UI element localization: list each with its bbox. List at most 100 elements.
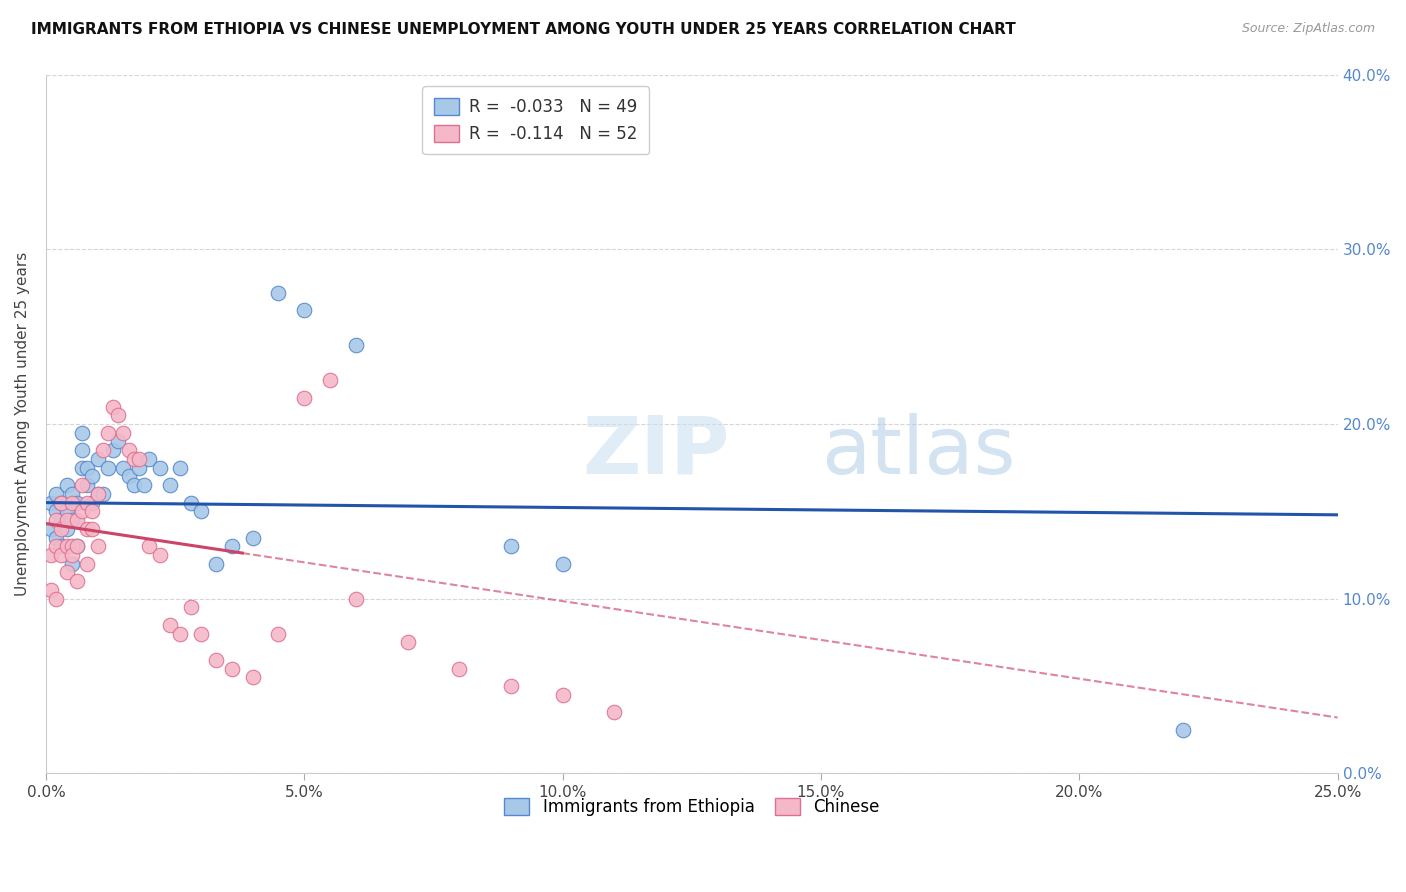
Point — [292, 391, 315, 405]
Point — [267, 626, 290, 640]
Point — [86, 487, 108, 501]
Point — [499, 539, 522, 553]
Point — [91, 487, 114, 501]
Point — [60, 548, 83, 562]
Point — [82, 504, 104, 518]
Point — [292, 303, 315, 318]
Point — [138, 539, 160, 553]
Point — [190, 504, 212, 518]
Point — [97, 425, 120, 440]
Point — [190, 626, 212, 640]
Point — [70, 425, 93, 440]
Point — [45, 531, 67, 545]
Point — [70, 443, 93, 458]
Point — [159, 478, 181, 492]
Point — [76, 557, 98, 571]
Point — [138, 451, 160, 466]
Point — [91, 443, 114, 458]
Point — [51, 539, 73, 553]
Point — [344, 591, 367, 606]
Point — [82, 469, 104, 483]
Point — [169, 460, 191, 475]
Point — [159, 618, 181, 632]
Point — [319, 373, 342, 387]
Point — [86, 451, 108, 466]
Legend: Immigrants from Ethiopia, Chinese: Immigrants from Ethiopia, Chinese — [496, 789, 887, 824]
Point — [39, 548, 62, 562]
Point — [149, 460, 172, 475]
Point — [39, 495, 62, 509]
Point — [70, 478, 93, 492]
Point — [51, 495, 73, 509]
Point — [449, 662, 471, 676]
Point — [51, 495, 73, 509]
Point — [205, 557, 228, 571]
Point — [55, 504, 77, 518]
Point — [396, 635, 419, 649]
Point — [82, 495, 104, 509]
Point — [51, 522, 73, 536]
Point — [205, 653, 228, 667]
Point — [551, 688, 574, 702]
Point — [66, 539, 89, 553]
Point — [66, 539, 89, 553]
Point — [267, 285, 290, 300]
Point — [66, 574, 89, 589]
Point — [149, 548, 172, 562]
Point — [76, 478, 98, 492]
Point — [97, 460, 120, 475]
Point — [70, 460, 93, 475]
Point — [45, 539, 67, 553]
Point — [169, 626, 191, 640]
Point — [51, 513, 73, 527]
Point — [60, 513, 83, 527]
Point — [134, 478, 156, 492]
Point — [45, 504, 67, 518]
Point — [107, 434, 129, 449]
Point — [60, 539, 83, 553]
Point — [117, 469, 139, 483]
Text: Source: ZipAtlas.com: Source: ZipAtlas.com — [1241, 22, 1375, 36]
Point — [82, 522, 104, 536]
Point — [45, 487, 67, 501]
Point — [86, 487, 108, 501]
Point — [70, 504, 93, 518]
Point — [76, 522, 98, 536]
Point — [55, 513, 77, 527]
Y-axis label: Unemployment Among Youth under 25 years: Unemployment Among Youth under 25 years — [15, 252, 30, 596]
Point — [101, 443, 124, 458]
Point — [101, 400, 124, 414]
Point — [45, 591, 67, 606]
Point — [76, 495, 98, 509]
Point — [499, 679, 522, 693]
Point — [76, 460, 98, 475]
Point — [66, 513, 89, 527]
Point — [112, 425, 135, 440]
Point — [107, 409, 129, 423]
Point — [66, 495, 89, 509]
Text: IMMIGRANTS FROM ETHIOPIA VS CHINESE UNEMPLOYMENT AMONG YOUTH UNDER 25 YEARS CORR: IMMIGRANTS FROM ETHIOPIA VS CHINESE UNEM… — [31, 22, 1015, 37]
Point — [180, 600, 202, 615]
Point — [39, 522, 62, 536]
Point — [122, 478, 145, 492]
Point — [1171, 723, 1194, 737]
Point — [39, 582, 62, 597]
Point — [180, 495, 202, 509]
Point — [221, 539, 243, 553]
Point — [45, 513, 67, 527]
Text: atlas: atlas — [821, 413, 1015, 491]
Point — [603, 706, 626, 720]
Point — [55, 522, 77, 536]
Point — [242, 670, 264, 684]
Point — [122, 451, 145, 466]
Point — [112, 460, 135, 475]
Point — [551, 557, 574, 571]
Point — [128, 451, 150, 466]
Point — [242, 531, 264, 545]
Point — [60, 487, 83, 501]
Point — [221, 662, 243, 676]
Point — [55, 478, 77, 492]
Point — [86, 539, 108, 553]
Point — [344, 338, 367, 352]
Point — [55, 566, 77, 580]
